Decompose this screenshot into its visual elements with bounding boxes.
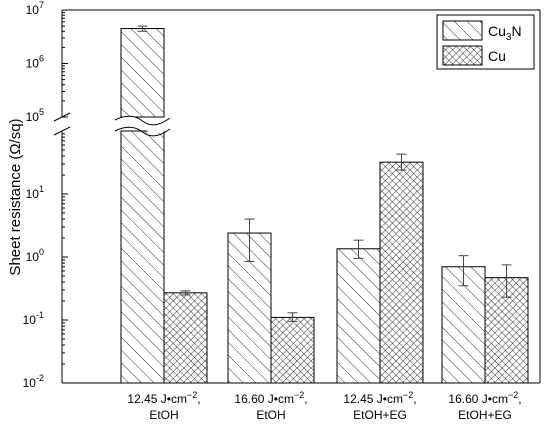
left-break-mark-bottom — [53, 126, 71, 136]
bar-cu3n-1-break-gap — [115, 116, 170, 133]
y-lower-tick-label: 10-1 — [23, 310, 44, 327]
bar-cu3n-1-break-wave-top — [114, 115, 171, 126]
y-upper-tick-label: 105 — [26, 107, 44, 124]
bar-cu3n-1-lower — [120, 130, 165, 384]
bar-cu-1 — [163, 292, 208, 384]
y-axis-title: Sheet resistance (Ω/sq) — [7, 118, 24, 275]
errorbars-layer — [137, 25, 512, 322]
bar-cu3n-1-break-wave-bottom — [114, 126, 171, 137]
y-ticks: 10-2 10-1 100 101 105 106 107 — [23, 0, 68, 390]
category-label-line1: 12.45 J•cm−2, — [127, 390, 200, 406]
category-label-line2: EtOH — [149, 408, 178, 422]
y-lower-tick-label: 101 — [26, 184, 44, 201]
x-category-labels: 12.45 J•cm−2, EtOH 16.60 J•cm−2, EtOH 12.45 … — [127, 390, 521, 422]
bar-cu-3 — [379, 161, 424, 384]
legend-label-cu3n: Cu3N — [488, 23, 522, 43]
category-label-line1: 16.60 J•cm−2, — [448, 390, 521, 406]
category-label-line2: EtOH+EG — [458, 408, 512, 422]
legend-label-cu: Cu — [488, 48, 506, 64]
legend: Cu3N Cu — [436, 14, 535, 70]
y-lower-tick-label: 100 — [26, 247, 44, 264]
legend-swatch-cu3n — [442, 20, 483, 41]
plot-frame — [61, 9, 541, 384]
y-upper-tick-label: 106 — [26, 54, 44, 71]
category-label-line1: 16.60 J•cm−2, — [234, 390, 307, 406]
legend-swatch-cu — [442, 45, 483, 66]
category-label-line2: EtOH+EG — [353, 408, 407, 422]
bar-cu3n-3 — [336, 248, 381, 384]
y-upper-tick-label: 107 — [26, 0, 44, 17]
bars-layer — [114, 28, 529, 384]
category-label-line1: 12.45 J•cm−2, — [343, 390, 416, 406]
bar-cu-2 — [270, 316, 315, 384]
category-label-line2: EtOH — [256, 408, 285, 422]
y-lower-tick-label: 10-2 — [23, 373, 44, 390]
bar-cu3n-1-upper — [120, 28, 165, 118]
